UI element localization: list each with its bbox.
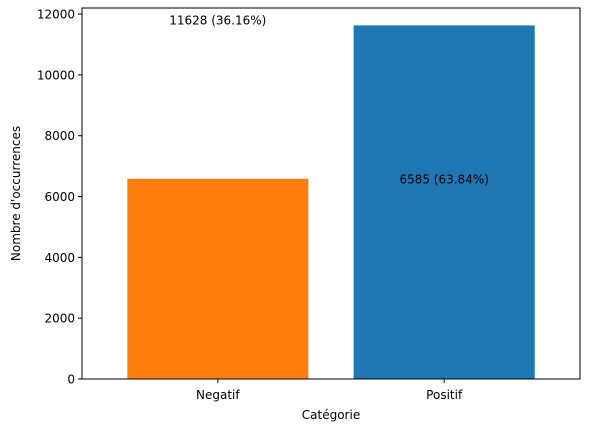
data-label-1: 6585 (63.84%) (399, 172, 488, 186)
y-tick-label: 12000 (37, 8, 75, 22)
y-tick-label: 2000 (44, 312, 75, 326)
annotations-layer: 11628 (36.16%) 6585 (63.84%) (169, 14, 489, 187)
y-tick-label: 10000 (37, 68, 75, 82)
x-axis-label: Catégorie (302, 408, 360, 422)
bar-positif (353, 25, 535, 379)
y-tick-label: 6000 (44, 190, 75, 204)
data-label-0: 11628 (36.16%) (169, 14, 266, 28)
plot-frame (81, 7, 581, 380)
y-ticks: 0 2000 4000 6000 8000 10000 12000 (37, 8, 82, 387)
y-axis-label: Nombre d'occurrences (9, 126, 23, 261)
y-tick-label: 8000 (44, 129, 75, 143)
x-ticks: Negatif Positif (196, 379, 463, 402)
y-tick-label: 0 (67, 373, 75, 387)
bars-layer (127, 25, 535, 379)
bar-negatif (127, 178, 309, 379)
x-tick-label-negatif: Negatif (196, 388, 240, 402)
x-tick-label-positif: Positif (426, 388, 463, 402)
y-tick-label: 4000 (44, 251, 75, 265)
